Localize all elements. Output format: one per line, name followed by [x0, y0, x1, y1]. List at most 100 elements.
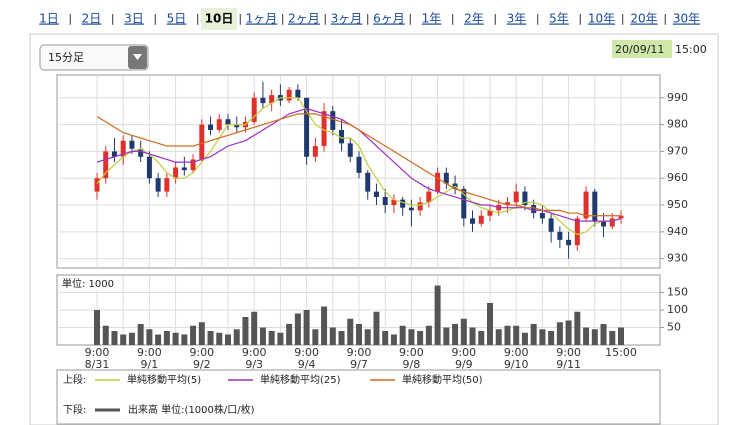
candle-body	[173, 167, 179, 179]
legend-entry: 単純移動平均(25)	[260, 373, 341, 386]
volume-bar	[163, 331, 170, 345]
candle-body	[408, 207, 414, 211]
y-tick-label: 940	[667, 225, 688, 238]
candle-body	[539, 213, 545, 219]
candle-body	[618, 215, 624, 219]
volume-bar	[504, 325, 511, 345]
volume-bar	[181, 334, 188, 345]
tab-separator: |	[153, 12, 157, 25]
period-tab[interactable]: 2年	[464, 12, 484, 26]
period-tab[interactable]: 1年	[422, 12, 442, 26]
timestamp-time: 15:00	[675, 43, 707, 56]
period-tab[interactable]: 2ヶ月	[288, 12, 320, 26]
volume-bar	[417, 331, 424, 345]
x-tick-time: 9:00	[85, 346, 110, 359]
volume-bar	[495, 329, 502, 345]
volume-bar	[513, 325, 520, 345]
volume-bar	[530, 324, 537, 345]
candle-body	[356, 156, 362, 173]
period-tab[interactable]: 5日	[167, 12, 187, 26]
tab-separator: |	[408, 12, 412, 25]
candle-body	[339, 129, 345, 144]
period-tab[interactable]: 3日	[124, 12, 144, 26]
legend-label: 下段:	[63, 403, 86, 416]
tab-separator: |	[111, 12, 115, 25]
period-tab[interactable]: 5年	[549, 12, 569, 26]
volume-bar	[478, 331, 485, 345]
period-tab[interactable]: 20年	[630, 12, 657, 26]
candle-body	[199, 124, 205, 160]
y-tick-label: 960	[667, 171, 688, 184]
candle-body	[330, 111, 336, 130]
volume-bar	[216, 332, 223, 345]
volume-bar	[128, 332, 135, 345]
period-tab[interactable]: 10年	[588, 12, 615, 26]
x-tick-date: 9/7	[350, 358, 368, 371]
candle-body	[417, 202, 423, 211]
volume-bar	[347, 318, 354, 345]
candle-body	[164, 178, 170, 192]
candle-body	[609, 218, 615, 227]
interval-dropdown[interactable]: 15分足	[39, 44, 149, 71]
x-tick-time: 9:00	[242, 346, 267, 359]
tab-separator: |	[196, 12, 200, 25]
volume-bar	[251, 311, 258, 345]
volume-bar	[548, 331, 555, 345]
volume-bar	[565, 320, 572, 345]
y-tick-label: 100	[667, 303, 688, 316]
period-tab[interactable]: 3年	[507, 12, 527, 26]
legend-entry: 単純移動平均(50)	[402, 373, 483, 386]
x-tick-time: 9:00	[556, 346, 581, 359]
period-tab[interactable]: 1日	[39, 12, 59, 26]
period-tab[interactable]: 1ヶ月	[246, 12, 278, 26]
volume-bar	[591, 329, 598, 345]
volume-bar	[146, 329, 153, 345]
candle-body	[531, 205, 537, 214]
candle-body	[129, 140, 135, 149]
volume-bar	[408, 329, 415, 345]
x-tick-date: 9/11	[556, 358, 581, 371]
x-tick-date: 9/3	[245, 358, 263, 371]
legend-entry: 単純移動平均(5)	[127, 373, 201, 386]
volume-bar	[434, 285, 441, 345]
volume-bar	[487, 303, 493, 345]
volume-bar	[120, 334, 127, 345]
x-tick-time: 9:00	[399, 346, 424, 359]
candle-body	[103, 151, 109, 179]
volume-bar	[600, 324, 607, 345]
date-highlight	[612, 40, 672, 58]
tab-separator: |	[451, 12, 455, 25]
candle-body	[373, 191, 379, 197]
tab-separator: |	[323, 12, 327, 25]
volume-bar	[609, 331, 616, 345]
tab-separator: |	[366, 12, 370, 25]
dropdown-text: 15分足	[48, 51, 84, 64]
period-tab[interactable]: 3ヶ月	[331, 12, 363, 26]
period-tab[interactable]: 6ヶ月	[373, 12, 405, 26]
y-tick-label: 980	[667, 118, 688, 131]
candle-body	[400, 199, 406, 208]
x-tick-time: 9:00	[347, 346, 372, 359]
candle-body	[94, 178, 100, 192]
volume-bar	[321, 306, 328, 345]
active-tab-bg	[201, 8, 237, 30]
dropdown-box	[39, 44, 149, 71]
candle-body	[426, 191, 432, 203]
candle-body	[286, 89, 292, 101]
period-tab[interactable]: 30年	[673, 12, 700, 26]
candle-body	[312, 146, 318, 157]
unit-label: 単位: 1000	[62, 277, 114, 290]
candle-body	[487, 210, 493, 216]
volume-bar	[312, 329, 319, 345]
volume-bar	[399, 325, 406, 345]
panel	[29, 33, 719, 425]
candle-body	[138, 148, 144, 157]
period-tab[interactable]: 2日	[82, 12, 102, 26]
candle-body	[155, 178, 161, 192]
x-tick-time: 15:00	[605, 346, 637, 359]
tab-separator: |	[493, 12, 497, 25]
volume-bar	[364, 329, 371, 345]
volume-bar	[225, 334, 231, 345]
volume-bar	[556, 322, 563, 345]
